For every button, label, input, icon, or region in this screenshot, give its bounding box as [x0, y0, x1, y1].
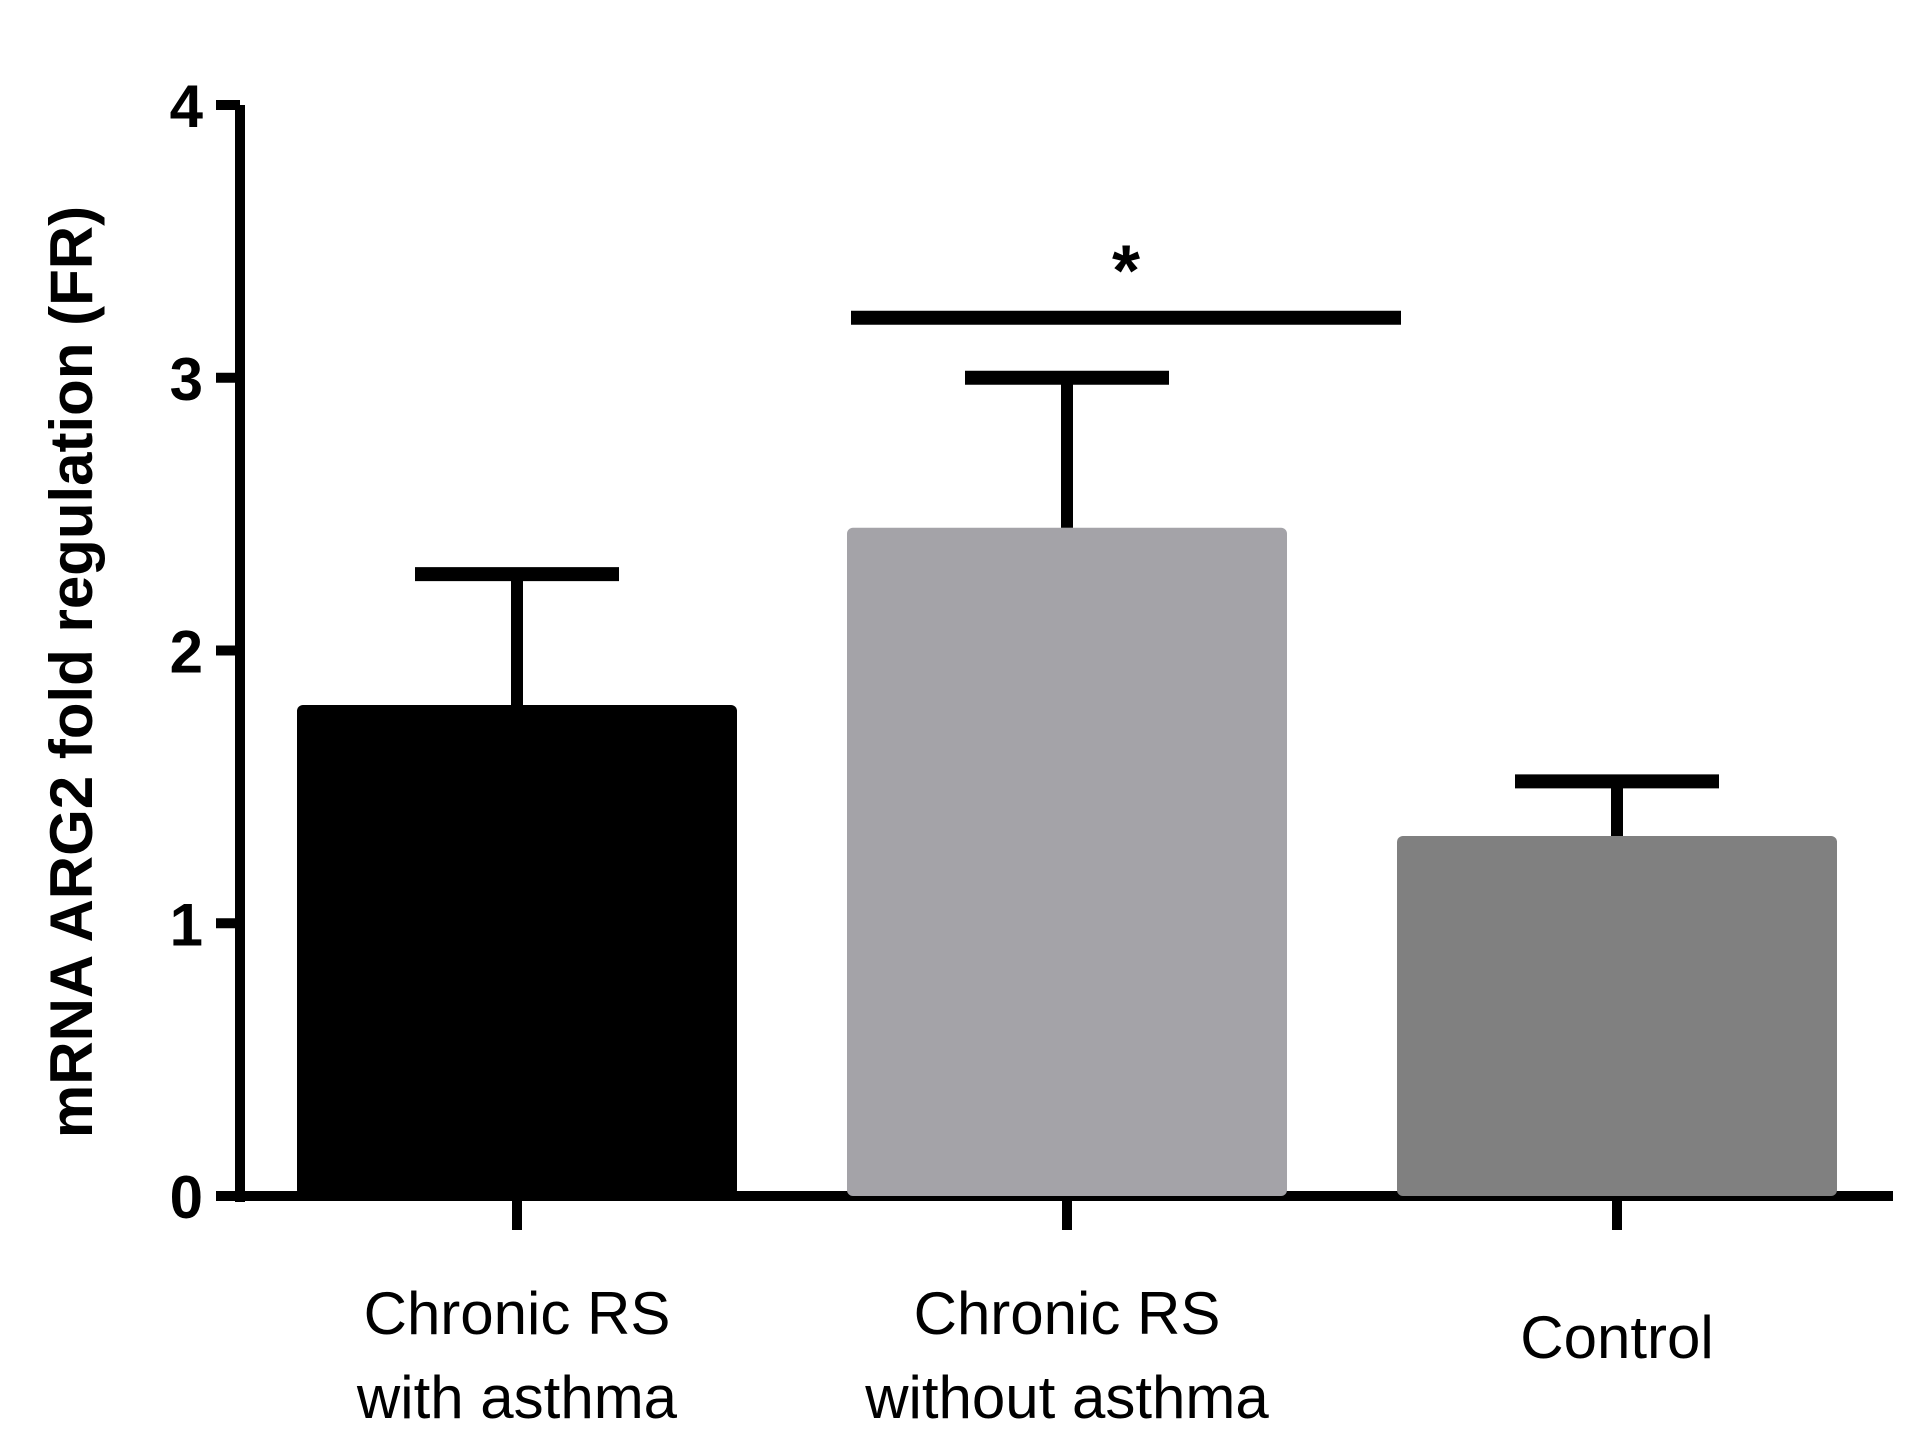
y-tick-label-4: 4 [170, 73, 204, 140]
y-tick-label-0: 0 [170, 1164, 203, 1231]
bars [297, 527, 1837, 1196]
x-tick-label-1-line2: without asthma [864, 1364, 1269, 1431]
significance-annotation: * [851, 232, 1401, 325]
significance-star: * [1112, 232, 1140, 312]
x-tick-label-0-line2: with asthma [356, 1364, 678, 1431]
x-tick-label-1-line1: Chronic RS [914, 1280, 1221, 1347]
y-ticks: 0 1 2 3 4 [170, 73, 240, 1231]
x-tick-label-0-line1: Chronic RS [364, 1280, 671, 1347]
y-tick-label-1: 1 [170, 891, 203, 958]
bar-1 [847, 527, 1287, 1196]
error-bars [415, 370, 1719, 836]
x-ticks: Chronic RS with asthma Chronic RS without a… [356, 1196, 1714, 1431]
bar-0 [297, 705, 737, 1196]
y-tick-label-2: 2 [170, 619, 203, 686]
y-axis-label: mRNA ARG2 fold regulation (FR) [38, 206, 105, 1138]
y-tick-label-3: 3 [170, 346, 203, 413]
x-tick-label-2-line1: Control [1520, 1304, 1713, 1371]
bar-2 [1397, 835, 1837, 1196]
